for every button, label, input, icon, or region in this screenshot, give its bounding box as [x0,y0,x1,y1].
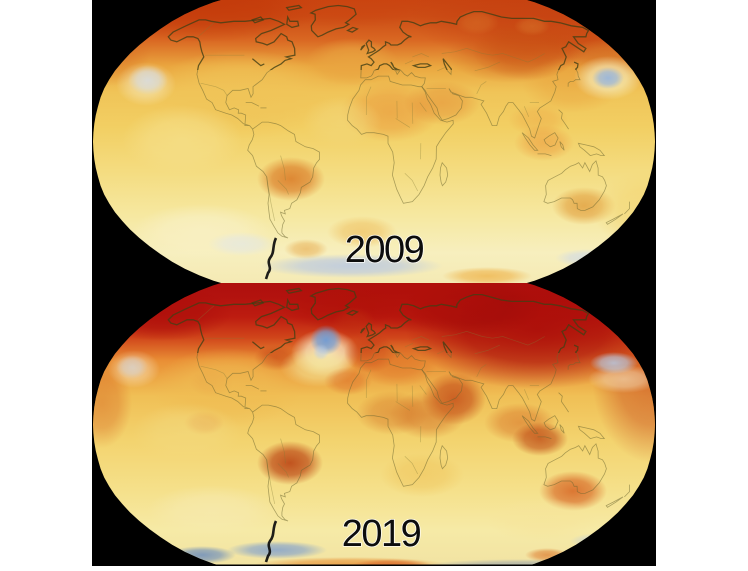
svg-text:2009: 2009 [345,229,424,271]
svg-text:2019: 2019 [342,513,421,555]
